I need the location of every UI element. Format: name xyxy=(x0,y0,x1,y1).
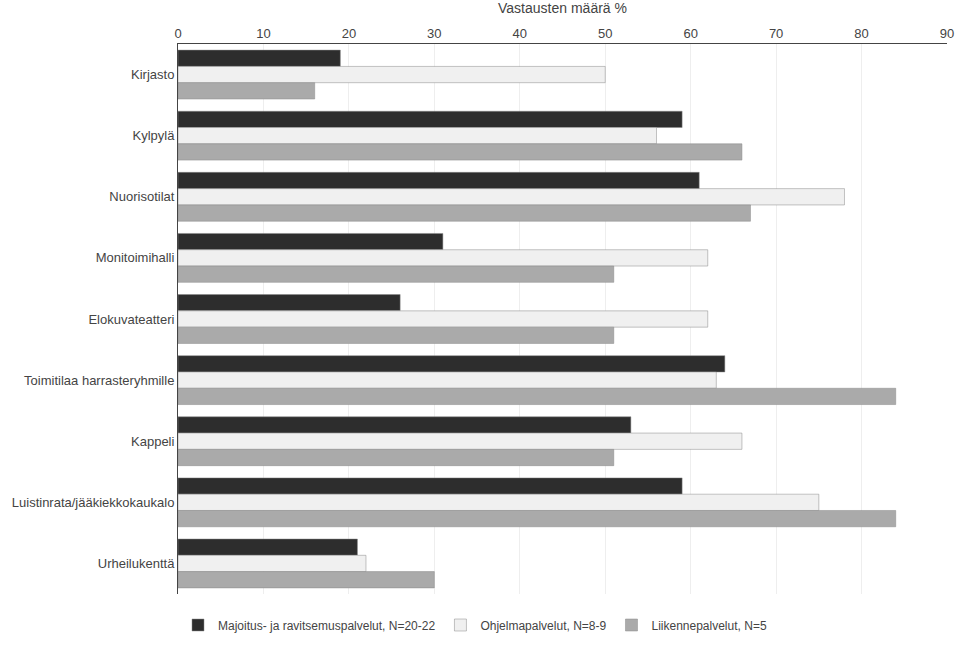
svg-text:Liikennepalvelut, N=5: Liikennepalvelut, N=5 xyxy=(651,619,766,633)
svg-text:Kappeli: Kappeli xyxy=(131,434,174,449)
svg-text:0: 0 xyxy=(174,26,181,41)
svg-text:80: 80 xyxy=(854,26,868,41)
svg-text:90: 90 xyxy=(940,26,954,41)
svg-text:Kirjasto: Kirjasto xyxy=(131,67,174,82)
svg-text:50: 50 xyxy=(598,26,612,41)
svg-text:Kylpylä: Kylpylä xyxy=(132,128,175,143)
svg-text:Vastausten määrä %: Vastausten määrä % xyxy=(498,0,627,16)
svg-text:Elokuvateatteri: Elokuvateatteri xyxy=(88,312,174,327)
svg-text:40: 40 xyxy=(513,26,527,41)
svg-text:Monitoimihalli: Monitoimihalli xyxy=(96,250,175,265)
svg-text:10: 10 xyxy=(256,26,270,41)
svg-text:Toimitilaa harrasteryhmille: Toimitilaa harrasteryhmille xyxy=(24,373,174,388)
svg-text:Ohjelmapalvelut, N=8-9: Ohjelmapalvelut, N=8-9 xyxy=(480,619,606,633)
svg-text:Luistinrata/jääkiekkokaukalo: Luistinrata/jääkiekkokaukalo xyxy=(12,495,175,510)
svg-text:Nuorisotilat: Nuorisotilat xyxy=(109,189,174,204)
svg-text:70: 70 xyxy=(769,26,783,41)
svg-text:60: 60 xyxy=(683,26,697,41)
svg-text:30: 30 xyxy=(427,26,441,41)
svg-text:20: 20 xyxy=(342,26,356,41)
svg-text:Urheilukenttä: Urheilukenttä xyxy=(98,556,175,571)
svg-text:Majoitus- ja ravitsemuspalvelu: Majoitus- ja ravitsemuspalvelut, N=20-22 xyxy=(218,619,435,633)
